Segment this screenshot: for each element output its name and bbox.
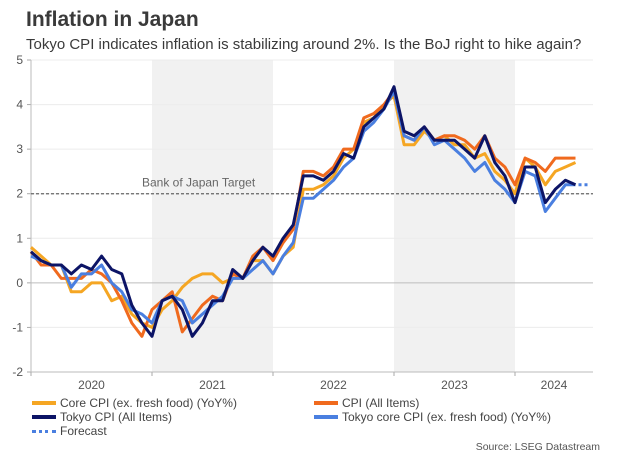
legend-swatch-tokyo-core-cpi	[314, 415, 338, 419]
shaded-year-2021	[152, 60, 273, 372]
x-tick-label: 2024	[541, 378, 568, 392]
legend-swatch-forecast	[32, 429, 56, 433]
legend-item-forecast: Forecast	[32, 424, 107, 438]
series-lines	[29, 85, 589, 338]
y-tick-label: 1	[16, 231, 23, 245]
y-tick-label: 5	[16, 53, 23, 67]
legend-label: Tokyo CPI (All Items)	[60, 410, 173, 424]
legend-label: Tokyo core CPI (ex. fresh food) (YoY%)	[342, 410, 551, 424]
boj-target-line: Bank of Japan Target	[31, 176, 593, 195]
legend-item-cpi-all: CPI (All Items)	[314, 396, 419, 410]
y-tick-label: 3	[16, 142, 23, 156]
source-note: Source: LSEG Datastream	[475, 441, 600, 453]
y-tick-label: -2	[12, 365, 23, 379]
shaded-year-2023	[394, 60, 515, 372]
legend-label: Forecast	[60, 424, 107, 438]
series-line-tokyo-core-cpi-ex-fresh-food-yoy	[30, 89, 576, 325]
x-tick-label: 2021	[199, 378, 226, 392]
chart-subtitle: Tokyo CPI indicates inflation is stabili…	[26, 36, 582, 53]
y-tick-label: 4	[16, 98, 23, 112]
legend-label: CPI (All Items)	[342, 396, 420, 410]
reference-line-label: Bank of Japan Target	[142, 176, 256, 190]
y-tick-label: -1	[12, 320, 23, 334]
y-tick-label: 0	[16, 276, 23, 290]
legend-item-tokyo-core-cpi: Tokyo core CPI (ex. fresh food) (YoY%)	[314, 410, 551, 424]
x-axis: 2020 2021 2022 2023 2024	[30, 371, 593, 392]
legend-swatch-core-cpi	[32, 401, 56, 405]
legend-swatch-tokyo-cpi	[32, 415, 56, 419]
x-tick-label: 2020	[78, 378, 105, 392]
y-axis: 5 4 3 2 1 0 -1 -2	[12, 53, 32, 379]
x-tick-label: 2023	[441, 378, 468, 392]
series-line-core-cpi-ex-fresh-food-yoy	[30, 94, 577, 329]
legend-label: Core CPI (ex. fresh food) (YoY%)	[60, 396, 237, 410]
legend-swatch-cpi-all	[314, 401, 338, 405]
legend-item-core-cpi: Core CPI (ex. fresh food) (YoY%)	[32, 396, 237, 410]
year-shading	[152, 60, 515, 372]
chart-title: Inflation in Japan	[26, 8, 199, 31]
legend-item-tokyo-cpi: Tokyo CPI (All Items)	[32, 410, 172, 424]
x-tick-label: 2022	[320, 378, 347, 392]
y-tick-label: 2	[16, 187, 23, 201]
series-line-tokyo-cpi-all-items	[30, 85, 577, 338]
